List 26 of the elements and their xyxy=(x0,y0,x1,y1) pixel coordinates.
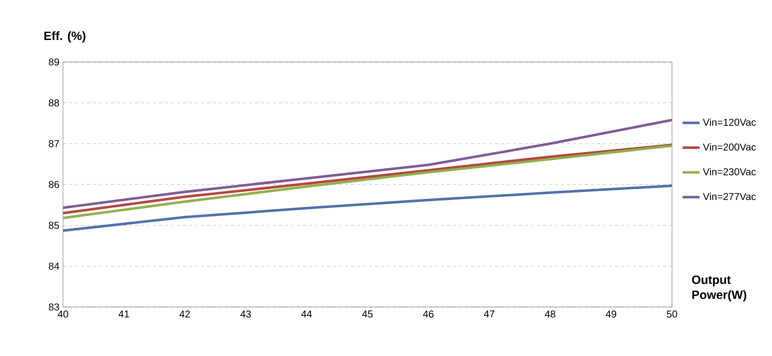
legend-label: Vin=200Vac xyxy=(702,143,756,151)
x-tick-label: 47 xyxy=(484,310,494,318)
x-tick-label: 43 xyxy=(240,310,251,318)
x-tick-label: 49 xyxy=(606,310,616,318)
x-tick-label: 46 xyxy=(423,310,434,318)
x-axis-title: Output Power(W) xyxy=(692,276,746,302)
y-tick-label: 83 xyxy=(48,303,60,311)
x-tick-label: 40 xyxy=(58,310,68,318)
y-axis-title: Eff. (%) xyxy=(44,31,86,42)
x-tick-label: 41 xyxy=(118,310,129,318)
y-tick-label: 88 xyxy=(48,99,60,106)
y-tick-label: 85 xyxy=(48,222,60,229)
y-tick-label: 86 xyxy=(48,180,60,188)
x-tick-label: 45 xyxy=(362,310,373,318)
y-tick-label: 87 xyxy=(48,140,59,148)
y-tick-label: 84 xyxy=(48,262,60,270)
x-tick-label: 50 xyxy=(666,310,678,318)
legend-label: Vin=230Vac xyxy=(702,168,756,176)
line-series xyxy=(63,184,672,232)
x-tick-label: 44 xyxy=(301,310,312,318)
legend-label: Vin=277Vac xyxy=(702,192,756,200)
legend-label: Vin=120Vac xyxy=(702,118,756,126)
x-tick-label: 48 xyxy=(544,310,556,318)
y-tick-label: 89 xyxy=(48,58,60,66)
line-series xyxy=(63,118,672,210)
x-tick-label: 42 xyxy=(179,310,190,318)
